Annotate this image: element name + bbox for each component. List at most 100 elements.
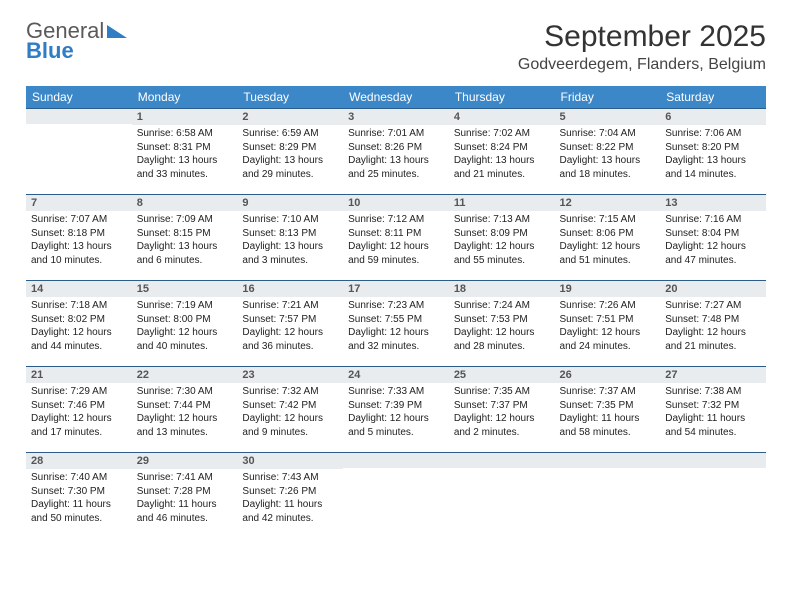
calendar-cell: 30Sunrise: 7:43 AMSunset: 7:26 PMDayligh… [237, 452, 343, 538]
daylight-text: Daylight: 12 hours and 2 minutes. [454, 412, 550, 439]
calendar-cell: 17Sunrise: 7:23 AMSunset: 7:55 PMDayligh… [343, 280, 449, 366]
day-details: Sunrise: 7:40 AMSunset: 7:30 PMDaylight:… [26, 469, 132, 529]
sunset-text: Sunset: 8:02 PM [31, 313, 127, 327]
daylight-text: Daylight: 13 hours and 25 minutes. [348, 154, 444, 181]
day-number: 5 [555, 108, 661, 125]
day-number: 25 [449, 366, 555, 383]
sunrise-text: Sunrise: 7:35 AM [454, 385, 550, 399]
day-details: Sunrise: 7:43 AMSunset: 7:26 PMDaylight:… [237, 469, 343, 529]
day-details: Sunrise: 6:58 AMSunset: 8:31 PMDaylight:… [132, 125, 238, 185]
day-number: 28 [26, 452, 132, 469]
calendar-cell [26, 108, 132, 194]
sunrise-text: Sunrise: 7:26 AM [560, 299, 656, 313]
calendar-cell [449, 452, 555, 538]
day-details: Sunrise: 7:24 AMSunset: 7:53 PMDaylight:… [449, 297, 555, 357]
daylight-text: Daylight: 12 hours and 59 minutes. [348, 240, 444, 267]
sunset-text: Sunset: 7:32 PM [665, 399, 761, 413]
sunset-text: Sunset: 8:24 PM [454, 141, 550, 155]
sunset-text: Sunset: 7:42 PM [242, 399, 338, 413]
title-block: September 2025 Godveerdegem, Flanders, B… [518, 20, 766, 74]
sunrise-text: Sunrise: 7:04 AM [560, 127, 656, 141]
month-title: September 2025 [518, 20, 766, 54]
day-number: 17 [343, 280, 449, 297]
day-details: Sunrise: 7:06 AMSunset: 8:20 PMDaylight:… [660, 125, 766, 185]
day-number: 2 [237, 108, 343, 125]
sunrise-text: Sunrise: 7:13 AM [454, 213, 550, 227]
sunrise-text: Sunrise: 7:27 AM [665, 299, 761, 313]
daylight-text: Daylight: 12 hours and 13 minutes. [137, 412, 233, 439]
calendar-week-row: 7Sunrise: 7:07 AMSunset: 8:18 PMDaylight… [26, 194, 766, 280]
day-number: 24 [343, 366, 449, 383]
calendar-cell: 5Sunrise: 7:04 AMSunset: 8:22 PMDaylight… [555, 108, 661, 194]
sunrise-text: Sunrise: 7:06 AM [665, 127, 761, 141]
sunset-text: Sunset: 7:55 PM [348, 313, 444, 327]
day-details: Sunrise: 7:35 AMSunset: 7:37 PMDaylight:… [449, 383, 555, 443]
calendar-cell: 21Sunrise: 7:29 AMSunset: 7:46 PMDayligh… [26, 366, 132, 452]
sunset-text: Sunset: 7:28 PM [137, 485, 233, 499]
calendar-cell: 20Sunrise: 7:27 AMSunset: 7:48 PMDayligh… [660, 280, 766, 366]
sunrise-text: Sunrise: 7:10 AM [242, 213, 338, 227]
sunrise-text: Sunrise: 7:43 AM [242, 471, 338, 485]
calendar-cell: 19Sunrise: 7:26 AMSunset: 7:51 PMDayligh… [555, 280, 661, 366]
empty-day-bar [343, 452, 449, 468]
sunrise-text: Sunrise: 7:16 AM [665, 213, 761, 227]
day-number: 16 [237, 280, 343, 297]
day-details: Sunrise: 7:32 AMSunset: 7:42 PMDaylight:… [237, 383, 343, 443]
calendar-cell: 16Sunrise: 7:21 AMSunset: 7:57 PMDayligh… [237, 280, 343, 366]
sunset-text: Sunset: 8:11 PM [348, 227, 444, 241]
sunrise-text: Sunrise: 7:24 AM [454, 299, 550, 313]
day-details: Sunrise: 7:33 AMSunset: 7:39 PMDaylight:… [343, 383, 449, 443]
weekday-header: Monday [132, 86, 238, 108]
calendar-cell: 28Sunrise: 7:40 AMSunset: 7:30 PMDayligh… [26, 452, 132, 538]
calendar-cell: 23Sunrise: 7:32 AMSunset: 7:42 PMDayligh… [237, 366, 343, 452]
weekday-header: Saturday [660, 86, 766, 108]
sunrise-text: Sunrise: 7:33 AM [348, 385, 444, 399]
sunset-text: Sunset: 7:44 PM [137, 399, 233, 413]
day-number: 30 [237, 452, 343, 469]
daylight-text: Daylight: 13 hours and 21 minutes. [454, 154, 550, 181]
sunset-text: Sunset: 7:48 PM [665, 313, 761, 327]
day-number: 18 [449, 280, 555, 297]
day-number: 20 [660, 280, 766, 297]
calendar-cell: 2Sunrise: 6:59 AMSunset: 8:29 PMDaylight… [237, 108, 343, 194]
day-number: 3 [343, 108, 449, 125]
sunset-text: Sunset: 8:04 PM [665, 227, 761, 241]
daylight-text: Daylight: 12 hours and 40 minutes. [137, 326, 233, 353]
daylight-text: Daylight: 12 hours and 5 minutes. [348, 412, 444, 439]
weekday-header: Friday [555, 86, 661, 108]
sunrise-text: Sunrise: 7:29 AM [31, 385, 127, 399]
calendar-cell: 11Sunrise: 7:13 AMSunset: 8:09 PMDayligh… [449, 194, 555, 280]
empty-day-bar [26, 108, 132, 124]
sunset-text: Sunset: 7:51 PM [560, 313, 656, 327]
sunset-text: Sunset: 8:13 PM [242, 227, 338, 241]
sunrise-text: Sunrise: 6:59 AM [242, 127, 338, 141]
calendar-cell: 26Sunrise: 7:37 AMSunset: 7:35 PMDayligh… [555, 366, 661, 452]
calendar-cell: 18Sunrise: 7:24 AMSunset: 7:53 PMDayligh… [449, 280, 555, 366]
sunset-text: Sunset: 8:18 PM [31, 227, 127, 241]
daylight-text: Daylight: 12 hours and 32 minutes. [348, 326, 444, 353]
day-details: Sunrise: 7:10 AMSunset: 8:13 PMDaylight:… [237, 211, 343, 271]
day-number: 13 [660, 194, 766, 211]
calendar-week-row: 21Sunrise: 7:29 AMSunset: 7:46 PMDayligh… [26, 366, 766, 452]
calendar-week-row: 1Sunrise: 6:58 AMSunset: 8:31 PMDaylight… [26, 108, 766, 194]
daylight-text: Daylight: 13 hours and 14 minutes. [665, 154, 761, 181]
calendar-table: SundayMondayTuesdayWednesdayThursdayFrid… [26, 86, 766, 538]
daylight-text: Daylight: 12 hours and 28 minutes. [454, 326, 550, 353]
sunset-text: Sunset: 8:15 PM [137, 227, 233, 241]
day-number: 19 [555, 280, 661, 297]
day-details: Sunrise: 7:07 AMSunset: 8:18 PMDaylight:… [26, 211, 132, 271]
calendar-cell: 27Sunrise: 7:38 AMSunset: 7:32 PMDayligh… [660, 366, 766, 452]
sunset-text: Sunset: 7:26 PM [242, 485, 338, 499]
calendar-cell: 15Sunrise: 7:19 AMSunset: 8:00 PMDayligh… [132, 280, 238, 366]
sunrise-text: Sunrise: 7:38 AM [665, 385, 761, 399]
day-number: 21 [26, 366, 132, 383]
sunset-text: Sunset: 8:26 PM [348, 141, 444, 155]
daylight-text: Daylight: 12 hours and 9 minutes. [242, 412, 338, 439]
weekday-header: Thursday [449, 86, 555, 108]
daylight-text: Daylight: 13 hours and 3 minutes. [242, 240, 338, 267]
calendar-cell: 22Sunrise: 7:30 AMSunset: 7:44 PMDayligh… [132, 366, 238, 452]
daylight-text: Daylight: 13 hours and 33 minutes. [137, 154, 233, 181]
calendar-cell: 1Sunrise: 6:58 AMSunset: 8:31 PMDaylight… [132, 108, 238, 194]
day-details: Sunrise: 7:30 AMSunset: 7:44 PMDaylight:… [132, 383, 238, 443]
day-details: Sunrise: 7:16 AMSunset: 8:04 PMDaylight:… [660, 211, 766, 271]
